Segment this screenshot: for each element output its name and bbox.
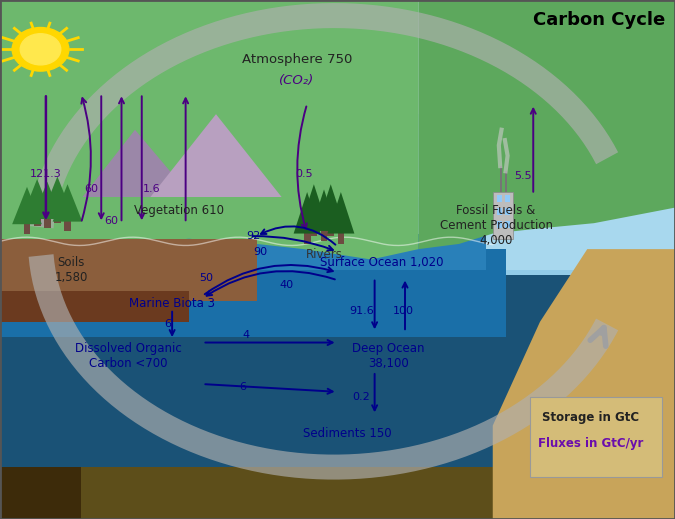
Polygon shape (327, 223, 334, 236)
Polygon shape (505, 195, 510, 202)
Polygon shape (294, 192, 321, 234)
Polygon shape (44, 217, 51, 228)
Polygon shape (505, 171, 507, 192)
Polygon shape (0, 0, 675, 114)
Text: 90: 90 (253, 247, 267, 257)
Polygon shape (338, 231, 344, 244)
Polygon shape (0, 249, 506, 337)
Polygon shape (54, 197, 310, 234)
Polygon shape (0, 0, 418, 260)
Polygon shape (300, 184, 327, 226)
FancyBboxPatch shape (530, 397, 662, 477)
Polygon shape (310, 223, 317, 236)
Text: 121.3: 121.3 (30, 169, 62, 179)
Text: 4: 4 (243, 330, 250, 340)
Text: Dissolved Organic
Carbon <700: Dissolved Organic Carbon <700 (75, 342, 182, 370)
Polygon shape (0, 239, 256, 301)
Polygon shape (317, 184, 344, 226)
Polygon shape (22, 179, 52, 216)
Text: Carbon Cycle: Carbon Cycle (533, 11, 665, 30)
Polygon shape (304, 231, 310, 244)
Polygon shape (418, 0, 675, 249)
Text: Storage in GtC: Storage in GtC (542, 411, 639, 425)
Text: 92: 92 (246, 231, 261, 241)
Text: 1.6: 1.6 (143, 184, 161, 195)
Polygon shape (43, 176, 72, 214)
Text: 5.5: 5.5 (514, 171, 532, 182)
Polygon shape (0, 270, 675, 353)
Text: 100: 100 (393, 306, 414, 317)
Polygon shape (327, 192, 354, 234)
Polygon shape (505, 208, 510, 215)
Polygon shape (12, 187, 42, 224)
Polygon shape (0, 114, 675, 197)
Polygon shape (122, 114, 310, 234)
Polygon shape (493, 249, 675, 519)
Polygon shape (500, 166, 502, 192)
Text: 6: 6 (164, 319, 171, 330)
Polygon shape (54, 130, 223, 234)
Polygon shape (0, 291, 189, 322)
Text: 60: 60 (84, 184, 98, 195)
Text: (CO₂): (CO₂) (279, 74, 315, 87)
Polygon shape (497, 195, 502, 202)
Polygon shape (53, 184, 82, 222)
Text: Vegetation 610: Vegetation 610 (134, 203, 224, 217)
Text: 40: 40 (280, 280, 294, 291)
Polygon shape (505, 221, 510, 228)
Text: 0.5: 0.5 (295, 169, 313, 179)
Polygon shape (68, 467, 493, 519)
Text: Atmosphere 750: Atmosphere 750 (242, 53, 352, 66)
Polygon shape (0, 234, 486, 270)
Polygon shape (32, 182, 62, 219)
Polygon shape (497, 221, 502, 228)
Circle shape (12, 28, 69, 71)
Text: Fluxes in GtC/yr: Fluxes in GtC/yr (538, 437, 643, 450)
Text: 91.6: 91.6 (349, 306, 373, 317)
Text: 6: 6 (240, 381, 246, 392)
Polygon shape (497, 208, 502, 215)
Text: Sediments 150: Sediments 150 (303, 427, 392, 440)
Text: Deep Ocean
38,100: Deep Ocean 38,100 (352, 342, 425, 370)
Text: Fossil Fuels &
Cement Production
4,000: Fossil Fuels & Cement Production 4,000 (439, 204, 553, 247)
Circle shape (20, 34, 61, 65)
Text: 50: 50 (199, 272, 213, 283)
Polygon shape (0, 441, 675, 519)
Polygon shape (0, 353, 675, 441)
Text: Surface Ocean 1,020: Surface Ocean 1,020 (320, 255, 443, 269)
Text: 0.2: 0.2 (352, 392, 370, 402)
Text: 60: 60 (105, 215, 118, 226)
Polygon shape (54, 212, 61, 223)
Polygon shape (64, 219, 71, 231)
Polygon shape (493, 192, 513, 239)
Polygon shape (321, 228, 327, 241)
Polygon shape (24, 222, 30, 234)
Polygon shape (34, 214, 40, 226)
Text: Marine Biota 3: Marine Biota 3 (129, 297, 215, 310)
Polygon shape (0, 197, 675, 270)
Text: Rivers: Rivers (306, 248, 342, 261)
Polygon shape (0, 275, 675, 519)
Text: Soils
1,580: Soils 1,580 (54, 256, 88, 284)
Polygon shape (0, 467, 81, 519)
Polygon shape (310, 189, 338, 231)
